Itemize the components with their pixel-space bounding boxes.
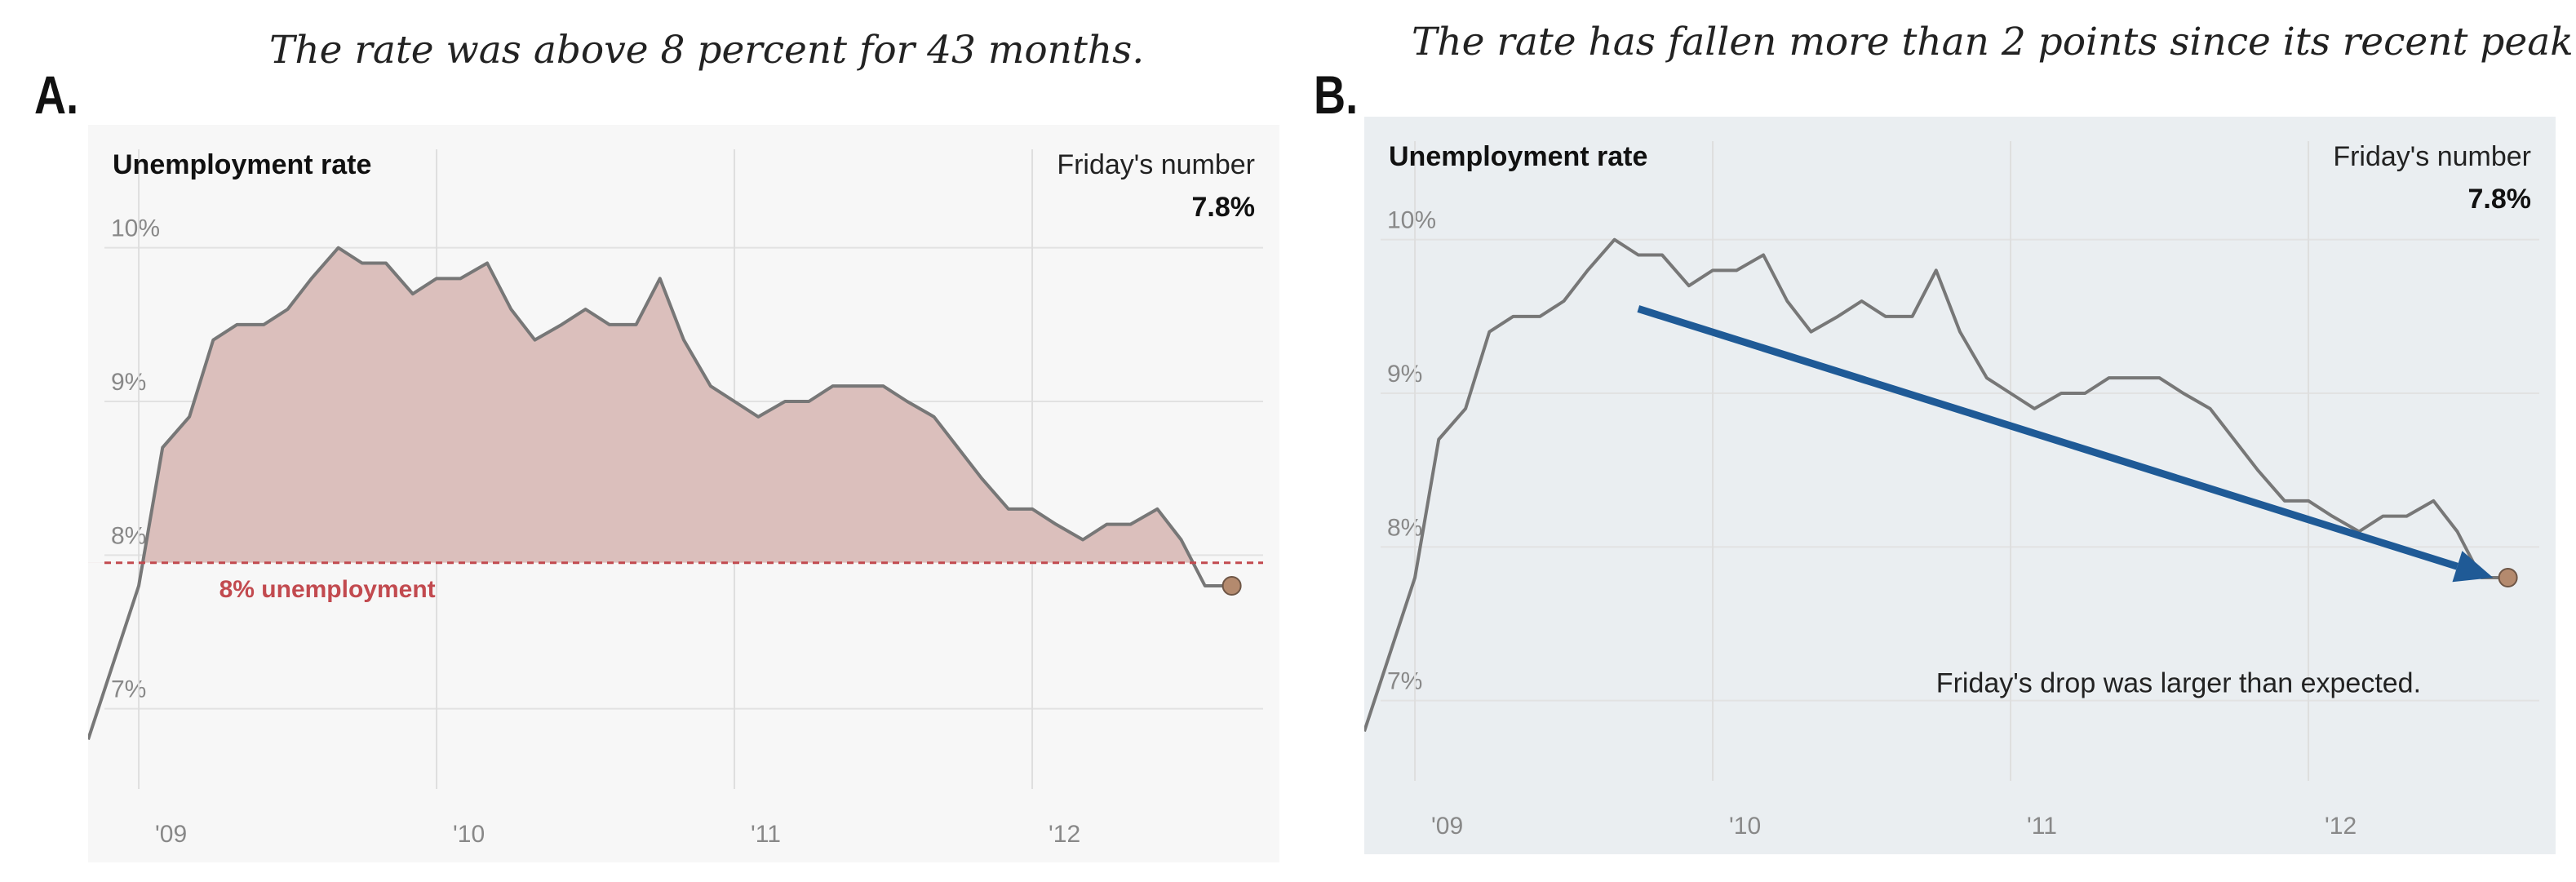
y-tick-label: 8% (111, 522, 146, 549)
unemployment-area-chart: 10% 9% 8% 7% '09 '10 '11 '12 8% unemployment Unem… (88, 125, 1279, 862)
panel-a-letter: A. (34, 64, 79, 125)
area-above-threshold (88, 247, 1232, 563)
x-tick-label: '10 (1729, 813, 1761, 840)
panel-b-letter: B. (1314, 64, 1359, 125)
panel-b-chart: 10% 9% 8% 7% '09 '10 '11 '12 Friday's drop was l… (1364, 117, 2556, 854)
chart-title: Unemployment rate (113, 149, 371, 180)
annotation-text: Friday's drop was larger than expected. (1936, 668, 2421, 699)
y-tick-label: 7% (111, 676, 146, 703)
annotation-arrow-shaft (1637, 305, 2459, 570)
callout-label: Friday's number (1057, 149, 1255, 180)
series-line (88, 246, 1232, 740)
x-tick-label: '09 (155, 821, 187, 848)
panel-a-chart: 10% 9% 8% 7% '09 '10 '11 '12 8% unemployment Unem… (88, 125, 1279, 862)
callout-value: 7.8% (2468, 184, 2532, 215)
callout-label: Friday's number (2333, 141, 2531, 172)
x-tick-label: '11 (751, 821, 781, 848)
y-tick-label: 9% (111, 369, 146, 396)
x-tick-label: '11 (2027, 813, 2057, 840)
annotation-arrow-head (2452, 551, 2494, 583)
y-tick-label: 9% (1387, 361, 1422, 388)
x-tick-label: '12 (2325, 813, 2357, 840)
panel-b-caption: The rate has fallen more than 2 points s… (1412, 20, 2576, 64)
latest-value-dot (2498, 568, 2518, 587)
plot-background (1364, 117, 2556, 854)
unemployment-line-chart: 10% 9% 8% 7% '09 '10 '11 '12 Friday's drop was l… (1364, 117, 2556, 854)
y-tick-label: 7% (1387, 668, 1422, 695)
x-tick-label: '12 (1049, 821, 1080, 848)
x-tick-label: '09 (1431, 813, 1463, 840)
callout-value: 7.8% (1192, 192, 1256, 223)
y-tick-label: 10% (1387, 207, 1436, 234)
threshold-label: 8% unemployment (219, 576, 436, 603)
y-tick-label: 8% (1387, 514, 1422, 541)
chart-title: Unemployment rate (1389, 141, 1647, 172)
x-tick-label: '10 (453, 821, 485, 848)
latest-value-dot (1221, 576, 1242, 596)
panel-a-caption: The rate was above 8 percent for 43 mont… (269, 28, 1145, 73)
y-tick-label: 10% (111, 215, 160, 242)
series-line (1364, 237, 2508, 732)
